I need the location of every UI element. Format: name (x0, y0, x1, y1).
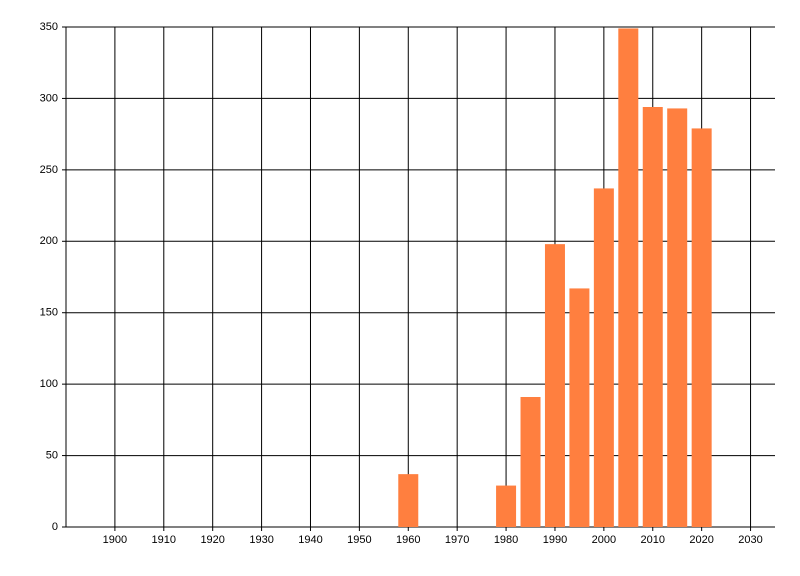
x-tick-label: 1990 (543, 534, 567, 546)
bar (544, 244, 565, 527)
x-tick-label: 1950 (347, 534, 371, 546)
bar (398, 474, 419, 527)
y-tick-label: 300 (40, 92, 58, 104)
x-tick-label: 2030 (738, 534, 762, 546)
x-tick-label: 1980 (494, 534, 518, 546)
x-tick-label: 2000 (592, 534, 616, 546)
x-tick-label: 1940 (298, 534, 322, 546)
bar (667, 108, 688, 527)
y-tick-label: 0 (52, 521, 58, 533)
y-tick-label: 350 (40, 21, 58, 33)
x-tick-label: 1970 (445, 534, 469, 546)
y-tick-label: 250 (40, 164, 58, 176)
y-tick-label: 50 (46, 449, 58, 461)
x-tick-label: 1920 (200, 534, 224, 546)
x-tick-label: 1900 (103, 534, 127, 546)
bar (496, 485, 517, 527)
y-tick-label: 100 (40, 378, 58, 390)
bar (642, 107, 663, 527)
bar (618, 28, 639, 528)
x-tick-label: 1960 (396, 534, 420, 546)
bar (569, 288, 590, 527)
x-tick-label: 2020 (689, 534, 713, 546)
bar (593, 188, 614, 527)
x-tick-label: 1910 (152, 534, 176, 546)
y-tick-label: 150 (40, 307, 58, 319)
x-tick-label: 2010 (641, 534, 665, 546)
bar (520, 397, 541, 527)
y-tick-label: 200 (40, 235, 58, 247)
x-tick-label: 1930 (249, 534, 273, 546)
bar (691, 128, 712, 527)
